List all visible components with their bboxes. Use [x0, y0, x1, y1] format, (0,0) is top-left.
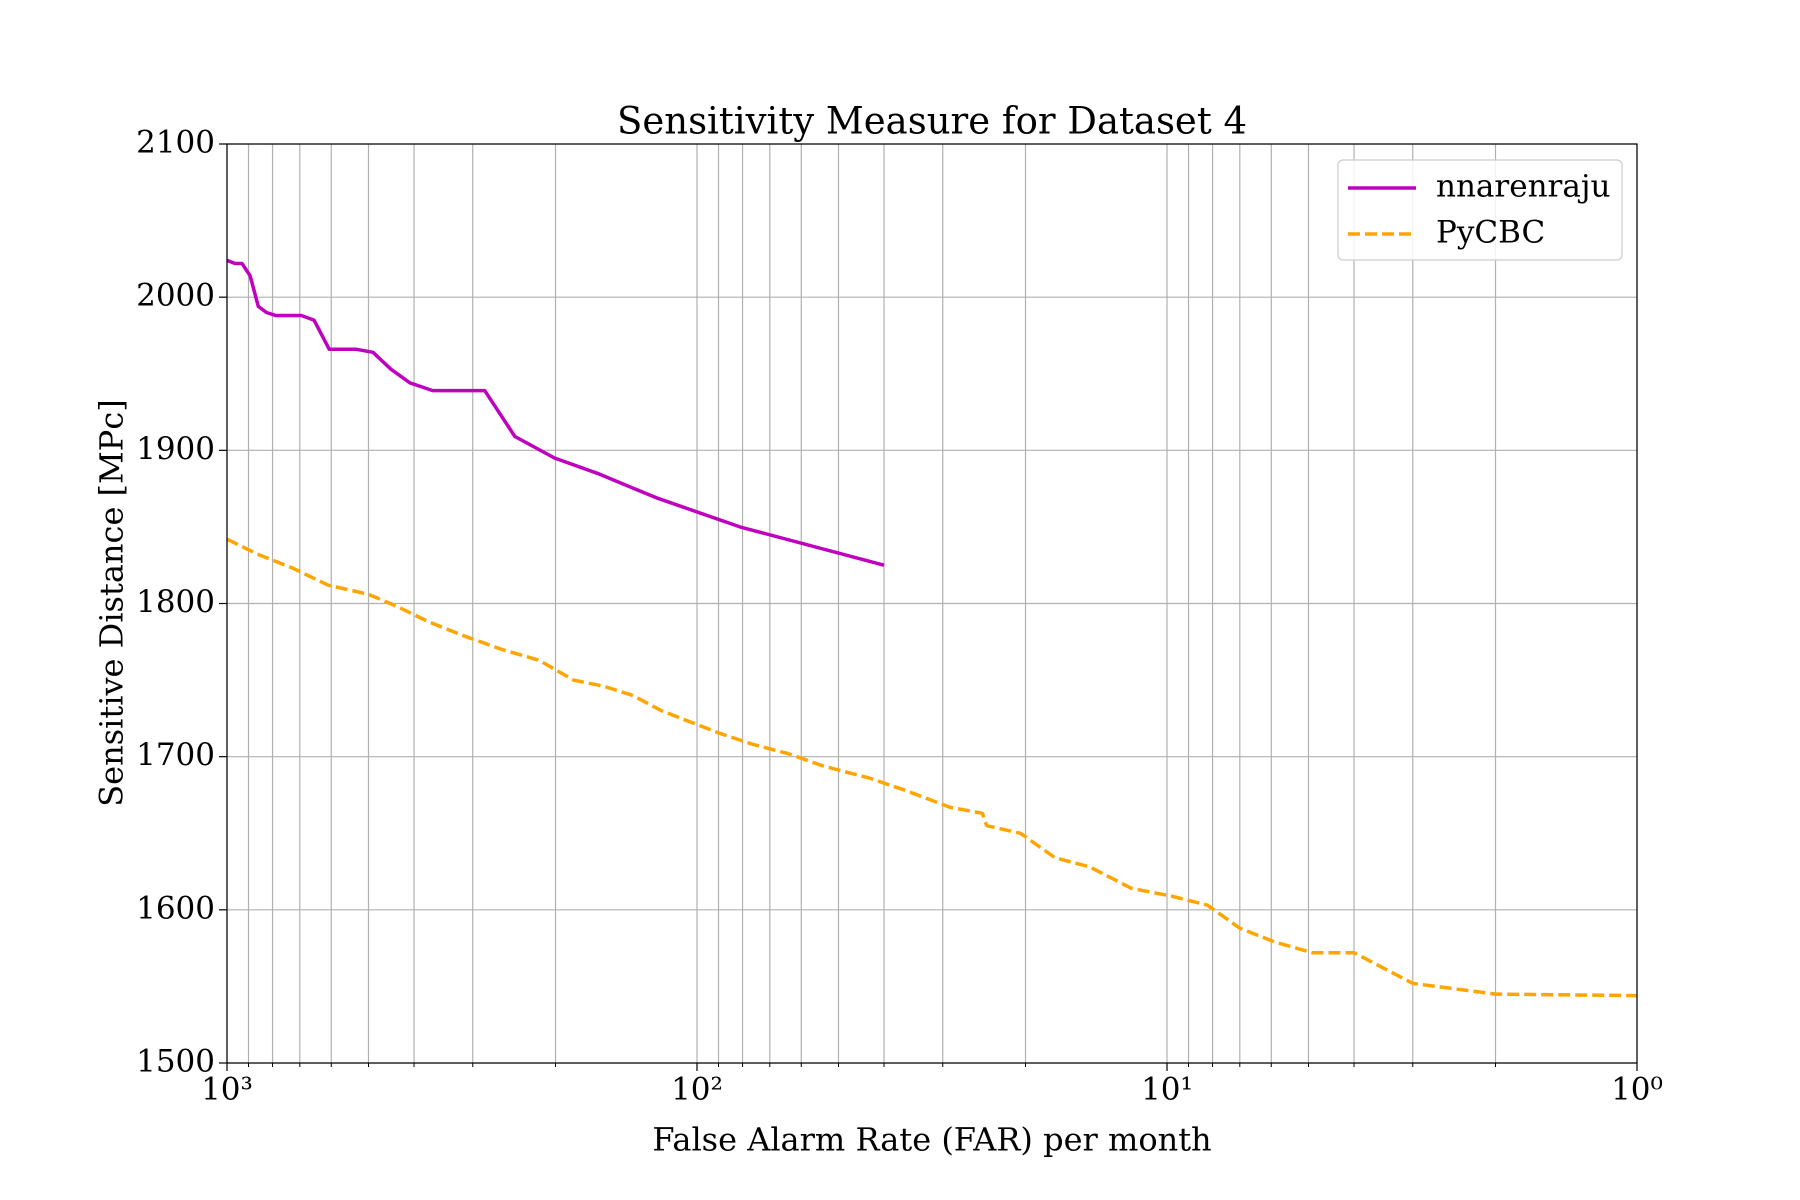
- y-tick-label: 1700: [136, 737, 215, 773]
- legend: nnarenraju PyCBC: [1337, 159, 1623, 261]
- y-tick-label: 2100: [136, 125, 215, 161]
- y-tick-label: 1500: [136, 1044, 215, 1080]
- x-axis-label: False Alarm Rate (FAR) per month: [652, 1121, 1211, 1159]
- legend-label: PyCBC: [1436, 215, 1545, 251]
- x-tick-label: 10⁰: [1611, 1072, 1663, 1108]
- data-line: [226, 258, 885, 567]
- legend-label: nnarenraju: [1436, 169, 1610, 205]
- x-tick-label: 10²: [671, 1072, 723, 1108]
- chart-title: Sensitivity Measure for Dataset 4: [617, 100, 1247, 143]
- data-line: [226, 537, 1638, 998]
- y-axis-label: Sensitive Distance [MPc]: [93, 399, 131, 806]
- plot-frame: [226, 143, 1638, 1064]
- y-tick-label: 1600: [136, 890, 215, 926]
- y-tick-label: 2000: [136, 278, 215, 314]
- x-tick-label: 10¹: [1141, 1072, 1193, 1108]
- x-tick-label: 10³: [201, 1072, 253, 1108]
- y-tick-label: 1900: [136, 431, 215, 467]
- y-tick-label: 1800: [136, 584, 215, 620]
